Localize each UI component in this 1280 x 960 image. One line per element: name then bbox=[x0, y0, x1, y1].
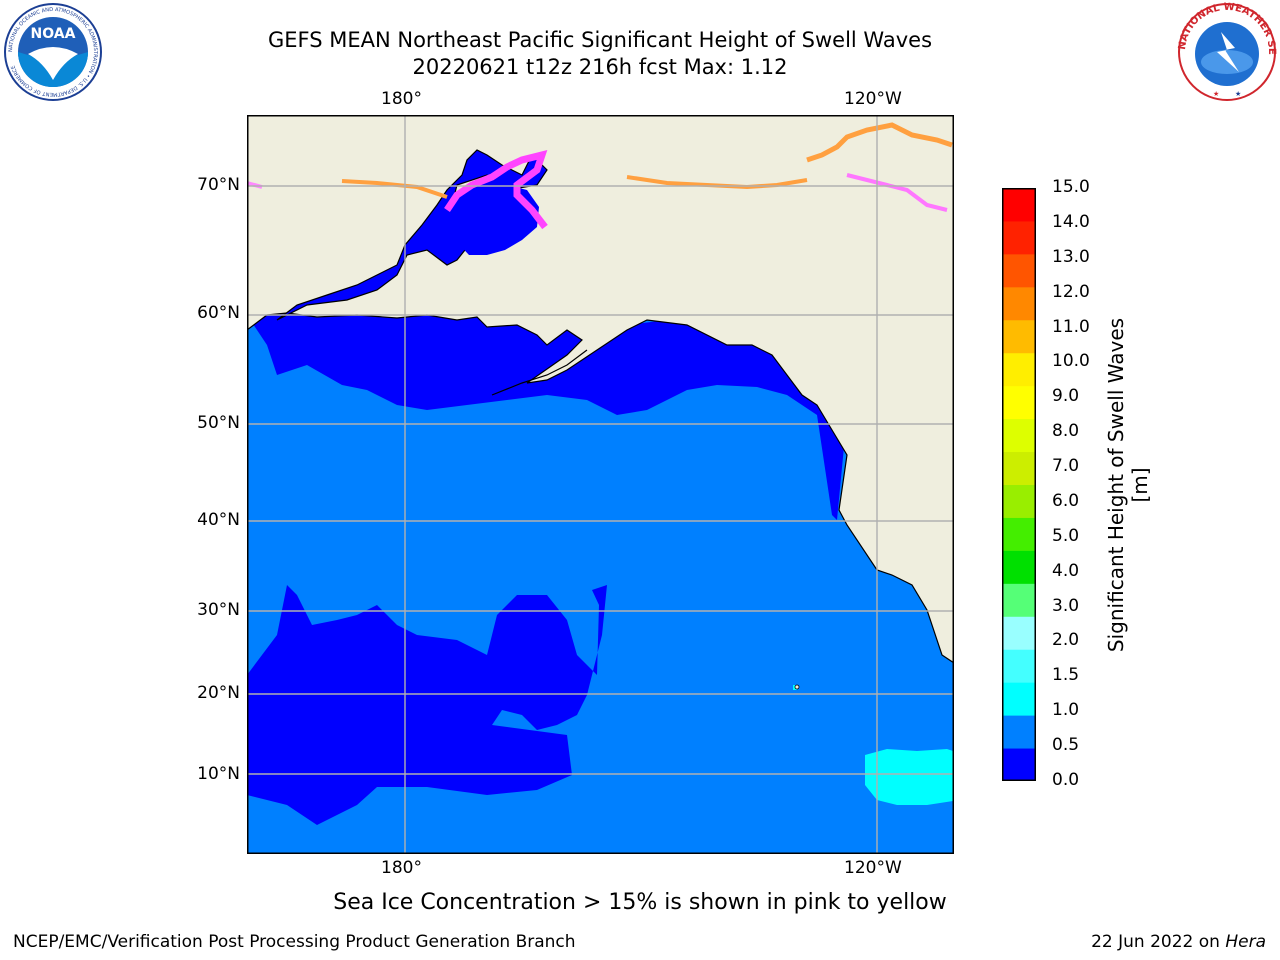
colorbar-cell bbox=[1002, 583, 1036, 617]
colorbar-title: Significant Height of Swell Waves [m] bbox=[1104, 317, 1152, 653]
noaa-logo: NATIONAL OCEANIC AND ATMOSPHERIC ADMINIS… bbox=[4, 3, 102, 101]
footer-date: 22 Jun 2022 on Hera bbox=[1091, 932, 1266, 952]
colorbar-cell bbox=[1002, 517, 1036, 551]
footer-credit: NCEP/EMC/Verification Post Processing Pr… bbox=[13, 932, 576, 952]
footer-date-text: 22 Jun 2022 on bbox=[1091, 932, 1226, 952]
colorbar-cell bbox=[1002, 748, 1036, 781]
sea-ice-note: Sea Ice Concentration > 15% is shown in … bbox=[333, 890, 947, 915]
lat-label-20n: 20°N bbox=[197, 683, 240, 703]
chart-title: GEFS MEAN Northeast Pacific Significant … bbox=[267, 28, 933, 52]
noaa-logo-text: NOAA bbox=[31, 26, 76, 42]
colorbar-tick-label: 0.5 bbox=[1052, 735, 1080, 756]
lat-label-30n: 30°N bbox=[197, 600, 240, 620]
lon-label-top-180: 180° bbox=[381, 89, 422, 109]
colorbar-tick-label: 1.0 bbox=[1052, 700, 1080, 721]
svg-text:★: ★ bbox=[1213, 90, 1219, 98]
sea-ice-arctic-east-2 bbox=[846, 173, 948, 212]
colorbar-tick-label: 2.0 bbox=[1052, 630, 1080, 651]
colorbar-tick-label: 14.0 bbox=[1052, 211, 1090, 232]
colorbar-tick-label: 0.0 bbox=[1052, 770, 1080, 790]
ocean-swell-1.0-1.5 bbox=[865, 749, 953, 805]
colorbar-cell bbox=[1002, 616, 1036, 650]
aleutian-islands bbox=[491, 349, 588, 396]
lat-label-50n: 50°N bbox=[197, 413, 240, 433]
colorbar-tick-label: 13.0 bbox=[1052, 246, 1090, 267]
hawaii bbox=[794, 684, 800, 690]
lon-label-top-120w: 120°W bbox=[844, 89, 902, 109]
map-frame bbox=[247, 115, 954, 854]
colorbar-cell bbox=[1002, 253, 1036, 288]
colorbar-cell bbox=[1002, 188, 1036, 222]
chart-subtitle: 20220621 t12z 216h fcst Max: 1.12 bbox=[412, 55, 788, 79]
graticule bbox=[247, 115, 954, 854]
land-north-america-asia bbox=[247, 115, 954, 664]
swell-height-map bbox=[247, 115, 954, 854]
lat-label-10n: 10°N bbox=[197, 764, 240, 784]
colorbar-cell bbox=[1002, 715, 1036, 749]
colorbar-cell bbox=[1002, 286, 1036, 321]
colorbar-cell bbox=[1002, 385, 1036, 420]
colorbar-cell bbox=[1002, 220, 1036, 255]
colorbar-tick-label: 9.0 bbox=[1052, 386, 1080, 407]
colorbar-cell bbox=[1002, 649, 1036, 683]
colorbar-tick-label: 10.0 bbox=[1052, 351, 1090, 372]
lat-label-40n: 40°N bbox=[197, 510, 240, 530]
lat-label-70n: 70°N bbox=[197, 175, 240, 195]
sea-ice-arctic-east bbox=[806, 122, 953, 163]
lon-label-bottom-120w: 120°W bbox=[844, 858, 902, 878]
colorbar-tick-label: 5.0 bbox=[1052, 525, 1080, 546]
ocean-swell-0-0.5-southwest bbox=[247, 585, 607, 825]
nws-logo: NATIONAL WEATHER SERVICE ★ ★ bbox=[1177, 2, 1277, 101]
colorbar bbox=[1002, 188, 1036, 781]
colorbar-tick-label: 15.0 bbox=[1052, 177, 1090, 197]
colorbar-cell bbox=[1002, 550, 1036, 584]
footer-machine: Hera bbox=[1225, 932, 1266, 952]
colorbar-tick-label: 6.0 bbox=[1052, 490, 1080, 511]
colorbar-tick-label: 11.0 bbox=[1052, 316, 1090, 337]
colorbar-tick-label: 8.0 bbox=[1052, 421, 1080, 442]
colorbar-cell bbox=[1002, 451, 1036, 485]
lon-label-bottom-180: 180° bbox=[381, 858, 422, 878]
svg-text:★: ★ bbox=[1235, 90, 1241, 98]
colorbar-cell bbox=[1002, 484, 1036, 518]
colorbar-tick-label: 7.0 bbox=[1052, 456, 1080, 477]
colorbar-cells bbox=[1002, 188, 1036, 781]
colorbar-cell bbox=[1002, 319, 1036, 354]
colorbar-cell bbox=[1002, 418, 1036, 453]
colorbar-tick-label: 4.0 bbox=[1052, 560, 1080, 581]
lat-label-60n: 60°N bbox=[197, 303, 240, 323]
colorbar-tick-label: 3.0 bbox=[1052, 595, 1080, 616]
sea-ice-east-siberia bbox=[341, 179, 448, 199]
colorbar-cell bbox=[1002, 682, 1036, 716]
colorbar-tick-label: 1.5 bbox=[1052, 665, 1080, 686]
colorbar-cell bbox=[1002, 352, 1036, 387]
colorbar-tick-label: 12.0 bbox=[1052, 281, 1090, 302]
